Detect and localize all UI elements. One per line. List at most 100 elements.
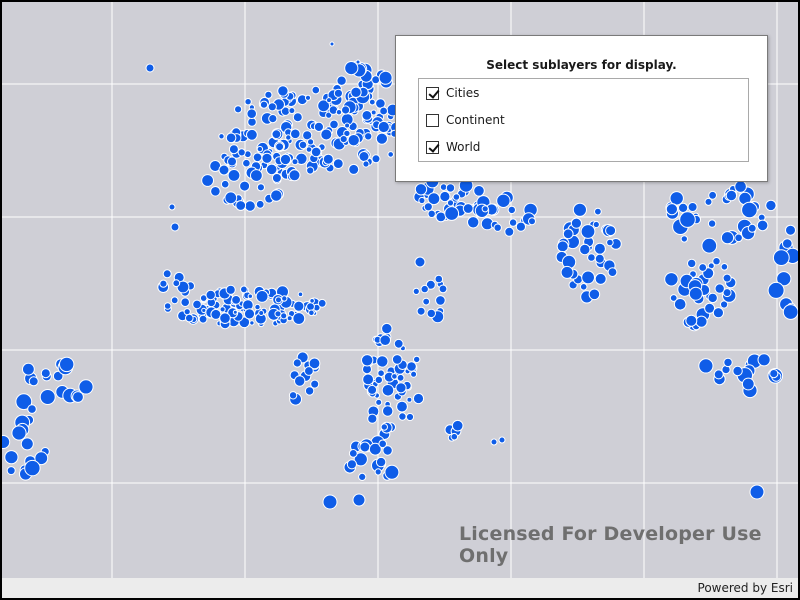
city-marker — [228, 144, 239, 155]
city-marker — [298, 140, 308, 150]
city-marker — [249, 320, 255, 326]
city-marker — [219, 306, 226, 313]
city-marker — [240, 285, 248, 294]
sublayer-item-world[interactable]: World — [426, 138, 480, 156]
city-marker — [329, 41, 335, 47]
city-marker — [225, 132, 237, 144]
city-marker — [11, 425, 27, 441]
city-marker — [782, 238, 793, 249]
city-marker — [322, 494, 338, 510]
city-marker — [170, 222, 180, 232]
city-marker — [358, 472, 367, 481]
city-marker — [707, 219, 717, 228]
city-marker — [336, 75, 347, 86]
world-checkbox[interactable] — [426, 140, 439, 154]
license-watermark: Licensed For Developer Use Only — [459, 523, 762, 567]
city-marker — [20, 437, 34, 451]
city-marker — [252, 152, 263, 163]
sublayer-item-cities[interactable]: Cities — [426, 84, 479, 102]
city-marker — [355, 59, 361, 65]
city-marker — [695, 315, 708, 328]
city-marker — [434, 274, 444, 284]
city-marker — [381, 322, 393, 335]
city-marker — [422, 297, 431, 306]
city-marker — [265, 163, 278, 176]
city-marker — [776, 271, 792, 287]
city-marker — [462, 203, 474, 214]
city-marker — [234, 105, 243, 114]
city-marker — [444, 206, 460, 221]
city-marker — [359, 441, 371, 453]
city-marker — [367, 413, 378, 424]
city-marker — [481, 205, 489, 213]
city-marker — [361, 110, 373, 121]
city-marker — [250, 169, 263, 182]
city-marker — [493, 223, 502, 232]
city-marker — [281, 295, 288, 302]
city-marker — [605, 225, 617, 237]
city-marker — [452, 193, 461, 201]
city-marker — [377, 369, 385, 378]
city-marker — [78, 379, 94, 395]
city-marker — [307, 138, 315, 146]
city-marker — [747, 223, 757, 233]
city-marker — [297, 291, 304, 298]
city-marker — [580, 224, 596, 239]
city-marker — [145, 63, 155, 73]
city-marker — [382, 445, 393, 456]
city-marker — [306, 302, 315, 312]
continent-checkbox[interactable] — [426, 113, 439, 127]
city-marker — [162, 269, 172, 279]
city-marker — [271, 173, 282, 183]
city-marker — [258, 310, 265, 316]
city-marker — [242, 158, 251, 168]
city-marker — [310, 146, 322, 158]
city-marker — [725, 189, 738, 202]
sublayer-label: Continent — [446, 113, 505, 127]
attribution-text[interactable]: Powered by Esri — [697, 581, 793, 595]
city-marker — [723, 357, 733, 368]
city-marker — [72, 391, 84, 403]
city-marker — [722, 288, 732, 298]
city-marker — [420, 284, 429, 294]
city-marker — [395, 382, 407, 394]
city-marker — [687, 202, 698, 212]
city-marker — [410, 370, 418, 378]
city-marker — [498, 436, 506, 444]
city-marker — [292, 112, 303, 123]
panel-title: Select sublayers for display. — [486, 58, 677, 72]
city-marker — [587, 253, 596, 262]
city-marker — [588, 288, 601, 301]
city-marker — [259, 100, 269, 109]
city-marker — [435, 295, 446, 306]
city-marker — [271, 129, 282, 140]
city-marker — [218, 164, 230, 176]
city-marker — [268, 114, 278, 124]
city-marker — [346, 459, 357, 470]
city-marker — [416, 306, 426, 316]
city-marker — [244, 200, 256, 212]
city-marker — [353, 452, 368, 467]
city-marker — [570, 217, 583, 229]
city-marker — [423, 202, 433, 212]
city-marker — [368, 98, 376, 106]
city-marker — [467, 216, 480, 229]
city-marker — [508, 218, 518, 227]
city-marker — [782, 304, 798, 320]
sublayer-item-continent[interactable]: Continent — [426, 111, 505, 129]
cities-checkbox[interactable] — [426, 86, 439, 100]
city-marker — [163, 302, 172, 310]
city-marker — [734, 180, 747, 193]
city-marker — [292, 312, 306, 325]
city-marker — [170, 296, 179, 305]
city-marker — [254, 303, 261, 311]
city-marker — [308, 309, 315, 317]
city-marker — [326, 97, 332, 104]
city-marker — [218, 133, 225, 140]
city-marker — [264, 90, 273, 99]
city-marker — [438, 284, 448, 294]
city-marker — [507, 205, 516, 215]
city-marker — [256, 183, 265, 192]
